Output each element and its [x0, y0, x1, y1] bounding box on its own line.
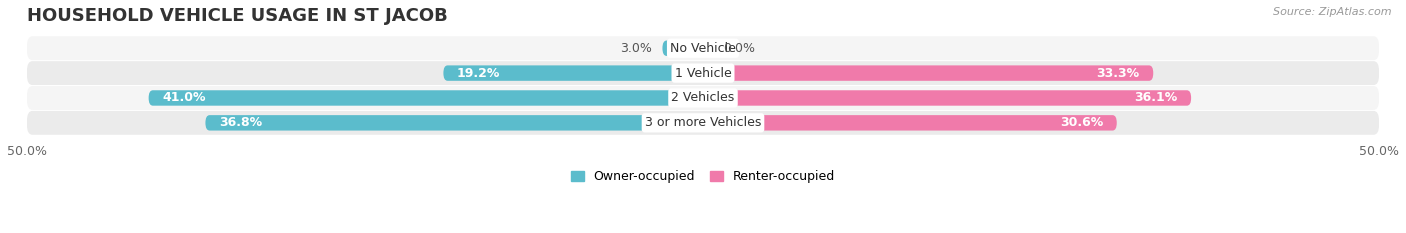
- FancyBboxPatch shape: [149, 90, 703, 106]
- FancyBboxPatch shape: [443, 65, 703, 81]
- Text: 3 or more Vehicles: 3 or more Vehicles: [645, 116, 761, 129]
- Text: 0.0%: 0.0%: [723, 42, 755, 55]
- Text: 33.3%: 33.3%: [1097, 67, 1140, 80]
- Text: 2 Vehicles: 2 Vehicles: [672, 92, 734, 104]
- Text: 30.6%: 30.6%: [1060, 116, 1104, 129]
- Text: 19.2%: 19.2%: [457, 67, 501, 80]
- Text: 36.1%: 36.1%: [1135, 92, 1178, 104]
- Text: 36.8%: 36.8%: [219, 116, 262, 129]
- FancyBboxPatch shape: [27, 36, 1379, 60]
- FancyBboxPatch shape: [27, 61, 1379, 85]
- FancyBboxPatch shape: [703, 115, 1116, 130]
- FancyBboxPatch shape: [703, 90, 1191, 106]
- Text: 1 Vehicle: 1 Vehicle: [675, 67, 731, 80]
- FancyBboxPatch shape: [27, 86, 1379, 110]
- Text: Source: ZipAtlas.com: Source: ZipAtlas.com: [1274, 7, 1392, 17]
- Text: 41.0%: 41.0%: [162, 92, 205, 104]
- Text: 3.0%: 3.0%: [620, 42, 651, 55]
- FancyBboxPatch shape: [703, 65, 1153, 81]
- FancyBboxPatch shape: [27, 111, 1379, 135]
- FancyBboxPatch shape: [662, 41, 703, 56]
- Text: No Vehicle: No Vehicle: [671, 42, 735, 55]
- Text: HOUSEHOLD VEHICLE USAGE IN ST JACOB: HOUSEHOLD VEHICLE USAGE IN ST JACOB: [27, 7, 447, 25]
- FancyBboxPatch shape: [205, 115, 703, 130]
- Legend: Owner-occupied, Renter-occupied: Owner-occupied, Renter-occupied: [567, 165, 839, 188]
